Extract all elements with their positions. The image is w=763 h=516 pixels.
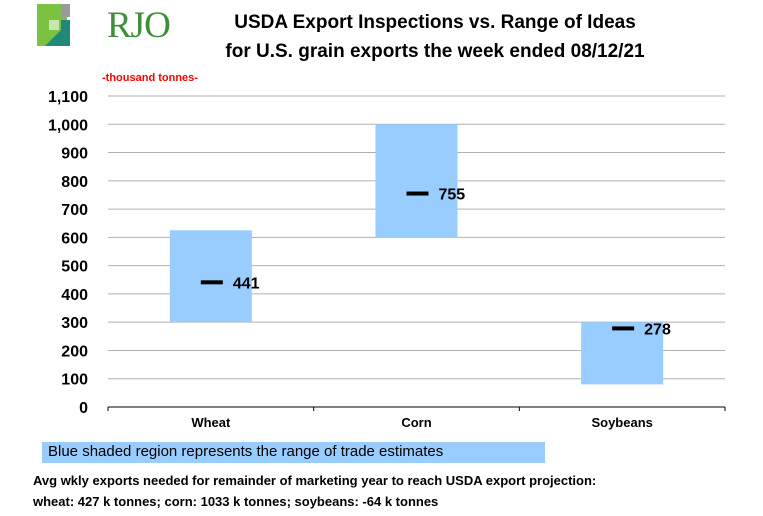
y-tick-label: 300 xyxy=(61,315,88,332)
value-marker-wheat xyxy=(200,280,223,285)
range-bars xyxy=(169,124,664,385)
rjo-logo: RJO xyxy=(37,4,171,46)
y-tick-label: 1,100 xyxy=(48,89,88,106)
range-bar-corn xyxy=(375,124,458,238)
y-tick-label: 700 xyxy=(61,202,88,219)
unit-label: -thousand tonnes- xyxy=(102,72,198,84)
value-marker-soybeans xyxy=(612,326,635,331)
y-tick-label: 500 xyxy=(61,259,88,276)
y-tick-label: 200 xyxy=(61,343,88,360)
y-tick-label: 0 xyxy=(79,400,88,417)
chart-title-line1: USDA Export Inspections vs. Range of Ide… xyxy=(234,12,636,33)
rjo-logo-mark-icon xyxy=(37,4,70,46)
logo-text: RJO xyxy=(107,5,171,46)
range-bar-soybeans xyxy=(581,322,664,385)
data-label-wheat: 441 xyxy=(233,275,260,292)
legend-box: Blue shaded region represents the range … xyxy=(42,442,545,463)
y-tick-label: 400 xyxy=(61,287,88,304)
y-tick-label: 600 xyxy=(61,230,88,247)
value-markers xyxy=(200,191,635,331)
x-category-label: Corn xyxy=(401,415,431,430)
y-tick-label: 1,000 xyxy=(48,117,88,134)
chart-title-line2: for U.S. grain exports the week ended 08… xyxy=(225,41,645,62)
legend-text: Blue shaded region represents the range … xyxy=(48,443,444,460)
x-category-label: Wheat xyxy=(191,415,231,430)
range-bar-wheat xyxy=(169,230,252,323)
y-tick-label: 100 xyxy=(61,372,88,389)
x-axis xyxy=(107,406,726,411)
y-tick-label: 900 xyxy=(61,146,88,163)
value-marker-corn xyxy=(406,191,429,196)
note-line2: wheat: 427 k tonnes; corn: 1033 k tonnes… xyxy=(33,494,439,509)
x-category-label: Soybeans xyxy=(591,415,652,430)
y-axis-tick-labels: 0 100 200 300 400 500 600 700 800 900 1,000 1,100 xyxy=(48,89,88,417)
data-label-corn: 755 xyxy=(439,187,466,204)
y-tick-label: 800 xyxy=(61,174,88,191)
note-line1: Avg wkly exports needed for remainder of… xyxy=(33,473,597,488)
data-labels: 441 755 278 xyxy=(233,187,671,339)
chart-area: 0 100 200 300 400 500 600 700 800 900 1,000 1,100 4… xyxy=(48,89,726,430)
data-label-soybeans: 278 xyxy=(644,321,671,338)
x-axis-category-labels: Wheat Corn Soybeans xyxy=(191,415,653,430)
